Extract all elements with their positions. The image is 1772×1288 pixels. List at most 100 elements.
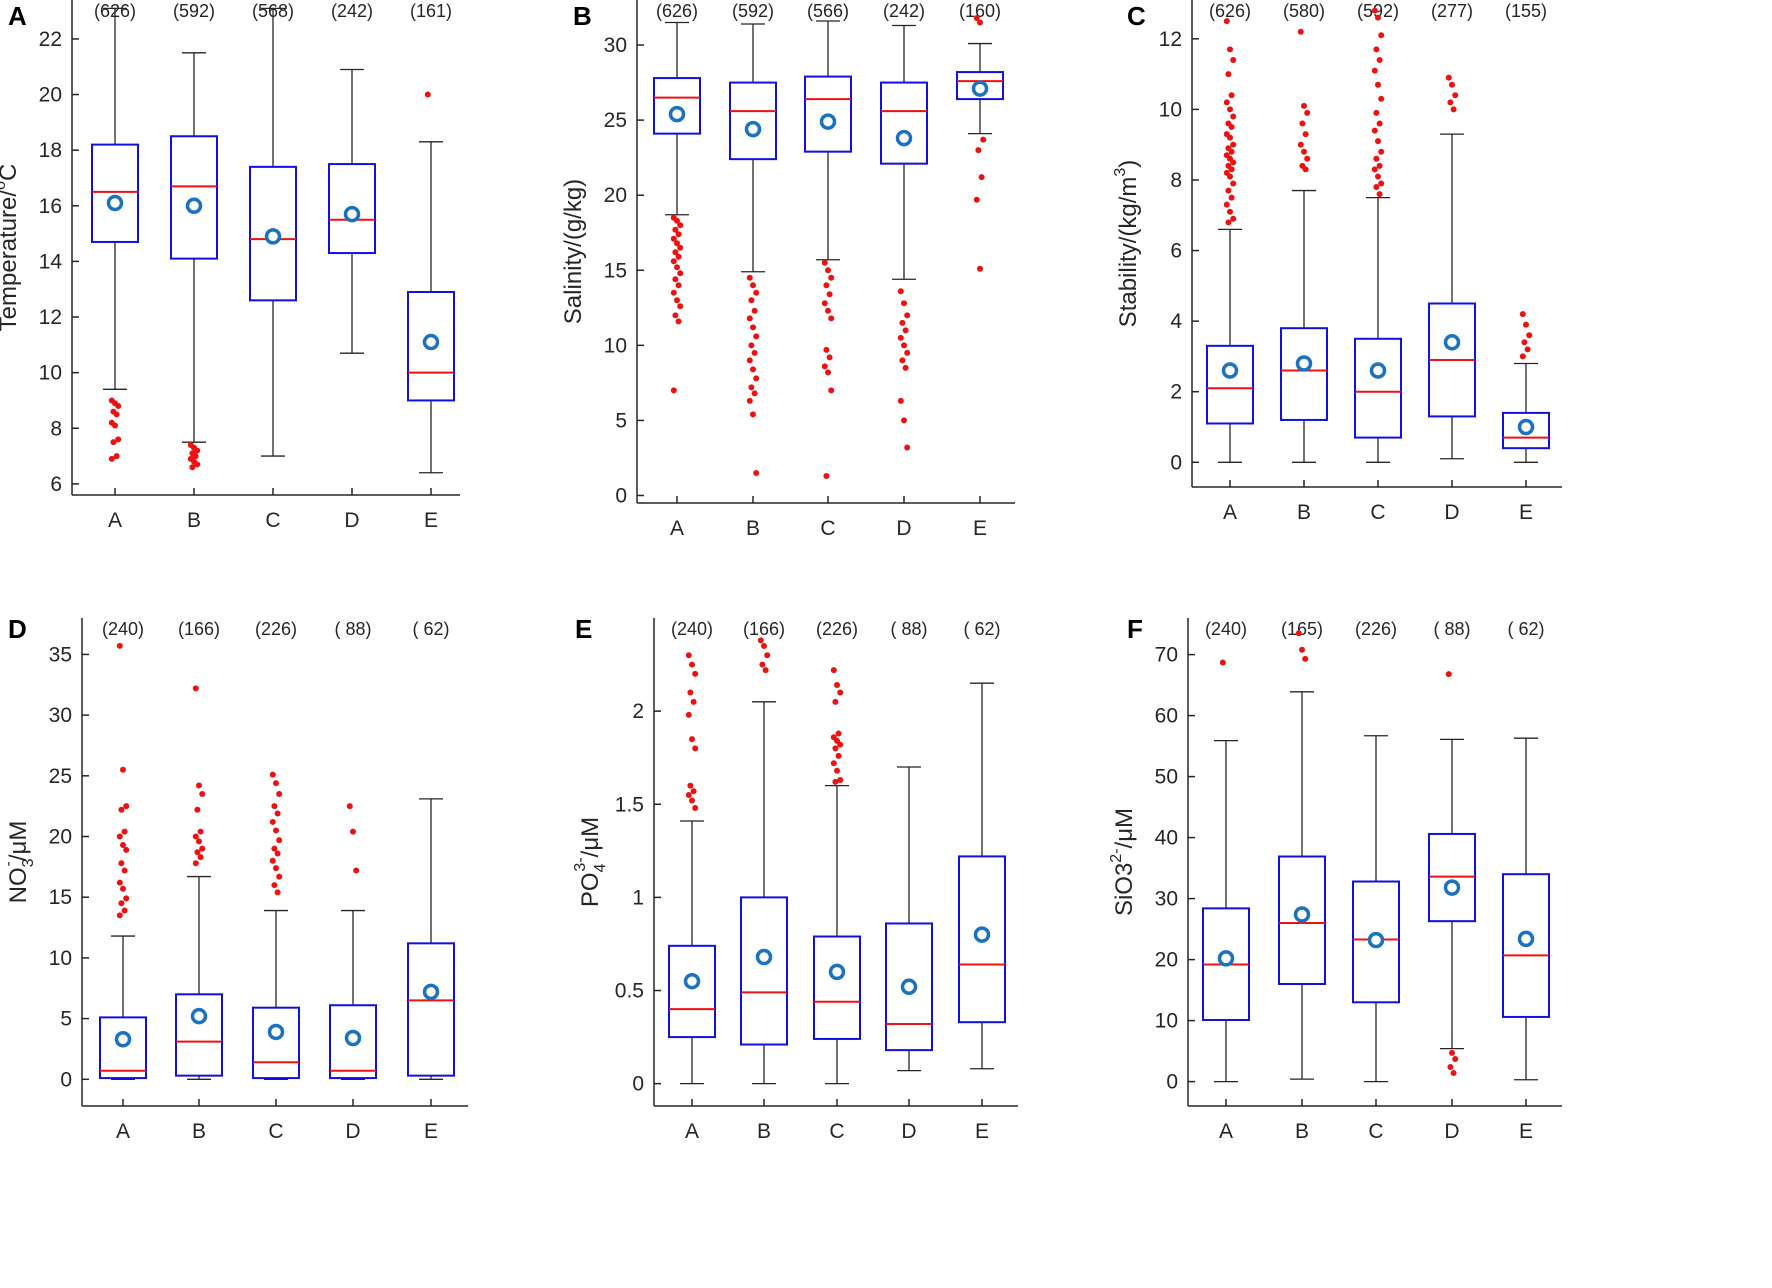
y-tick-label: 5 xyxy=(615,409,627,432)
count-label: (161) xyxy=(410,1,452,21)
outlier-point xyxy=(685,791,692,798)
outlier-point xyxy=(677,270,684,277)
y-tick-label: 2 xyxy=(632,700,644,723)
outlier-point xyxy=(753,333,760,340)
y-tick-label: 4 xyxy=(1170,310,1182,333)
outlier-point xyxy=(194,849,201,856)
outlier-point xyxy=(672,276,679,283)
panel-letter: F xyxy=(1127,614,1143,644)
outlier-point xyxy=(764,652,771,659)
box-a: A(626) xyxy=(1206,1,1254,524)
outlier-point xyxy=(897,334,904,341)
outlier-point xyxy=(1227,134,1233,141)
outlier-point xyxy=(899,319,906,326)
outlier-point xyxy=(120,885,126,892)
outlier-point xyxy=(276,873,283,880)
outlier-point xyxy=(1452,1056,1459,1063)
outlier-point xyxy=(274,810,281,817)
y-tick-label: 0.5 xyxy=(615,980,644,1003)
outlier-point xyxy=(1519,353,1526,360)
iqr-box xyxy=(653,77,701,135)
outlier-point xyxy=(753,469,760,476)
outlier-point xyxy=(1228,166,1235,173)
outlier-point xyxy=(1371,166,1378,173)
mean-marker xyxy=(185,197,203,215)
outlier-point xyxy=(1304,109,1311,116)
outlier-point xyxy=(199,791,206,798)
outlier-point xyxy=(1230,113,1237,120)
outlier-point xyxy=(123,895,130,902)
y-tick-label: 8 xyxy=(50,417,62,440)
box-e: E (161) xyxy=(407,1,455,532)
outlier-point xyxy=(269,771,276,778)
y-tick-label: 25 xyxy=(604,109,627,132)
outlier-point xyxy=(828,274,835,281)
outlier-point xyxy=(118,900,125,907)
outlier-point xyxy=(269,818,276,825)
outlier-point xyxy=(670,258,677,265)
count-label: ( 88) xyxy=(1433,619,1470,639)
outlier-point xyxy=(118,860,125,867)
y-axis-label: PO43-/μM xyxy=(572,817,609,907)
outlier-point xyxy=(687,689,694,696)
outlier-point xyxy=(904,444,911,451)
outlier-point xyxy=(1371,7,1378,14)
iqr-box xyxy=(880,81,928,165)
outlier-point xyxy=(1523,321,1529,328)
outlier-point xyxy=(1375,81,1381,88)
iqr-box xyxy=(328,163,376,255)
x-tick-label: D xyxy=(1444,501,1459,524)
outlier-point xyxy=(197,828,204,835)
y-tick-label: 10 xyxy=(49,947,72,970)
mean-marker xyxy=(1221,362,1239,379)
outlier-point xyxy=(975,147,982,154)
outlier-point xyxy=(825,267,831,274)
count-label: (242) xyxy=(883,1,925,21)
y-tick-label: 1 xyxy=(632,886,644,909)
mean-marker xyxy=(755,948,773,966)
y-tick-label: 6 xyxy=(50,473,62,496)
box-a: A (240) xyxy=(99,619,147,1143)
mean-marker xyxy=(828,963,846,981)
y-tick-label: 1.5 xyxy=(615,793,644,816)
x-tick-label: C xyxy=(265,509,280,532)
count-label: (592) xyxy=(1357,1,1399,21)
mean-marker xyxy=(683,972,701,990)
outlier-point xyxy=(980,136,987,143)
box-a: A (240) xyxy=(1202,619,1250,1143)
x-tick-label: C xyxy=(1370,501,1385,524)
y-tick-label: 10 xyxy=(1155,1010,1178,1033)
x-tick-label: A xyxy=(116,1120,130,1143)
x-tick-label: A xyxy=(108,509,122,532)
outlier-point xyxy=(828,387,835,394)
outlier-point xyxy=(761,642,767,649)
outlier-point xyxy=(675,318,682,325)
outlier-point xyxy=(194,461,201,468)
outlier-point xyxy=(973,196,980,203)
outlier-point xyxy=(1521,339,1528,346)
mean-marker xyxy=(422,983,440,1001)
outlier-point xyxy=(821,363,828,370)
count-label: ( 62) xyxy=(1507,619,1544,639)
outlier-point xyxy=(121,828,128,835)
outlier-point xyxy=(274,850,281,857)
iqr-box xyxy=(91,143,139,243)
outlier-point xyxy=(1302,166,1309,173)
y-tick-label: 10 xyxy=(1159,98,1182,121)
outlier-point xyxy=(276,837,283,844)
outlier-point xyxy=(276,791,283,798)
x-tick-label: C xyxy=(1368,1120,1383,1143)
box-a: A(626) xyxy=(91,1,139,532)
mean-marker xyxy=(744,120,762,138)
outlier-point xyxy=(112,422,118,429)
box-e: E ( 62) xyxy=(958,619,1006,1143)
y-axis-label: Temperature/oC xyxy=(0,164,22,332)
count-label: ( 88) xyxy=(890,619,927,639)
x-tick-label: A xyxy=(670,517,684,540)
outlier-point xyxy=(677,303,684,310)
outlier-point xyxy=(192,860,199,867)
panel-d: D 0 5 10 15 20 25 30 35 NO3-/μM A (240) B (166) C (226)… xyxy=(0,614,468,1143)
outlier-point xyxy=(350,828,356,835)
outlier-point xyxy=(116,833,123,840)
